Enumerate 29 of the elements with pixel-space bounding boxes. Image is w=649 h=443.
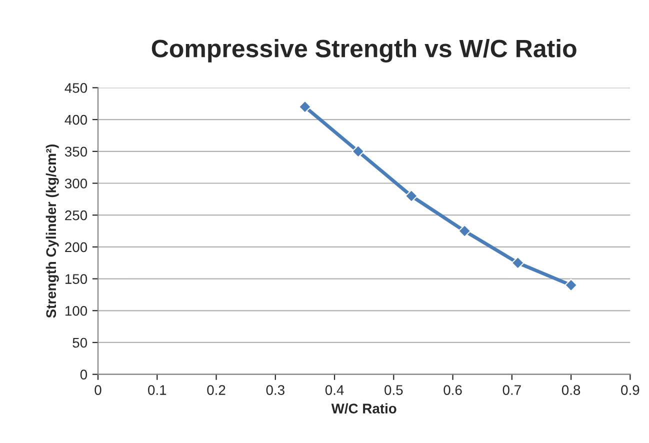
x-tick-label: 0.4 <box>325 385 344 395</box>
x-tick-label: 0.6 <box>444 385 462 395</box>
point <box>511 256 524 270</box>
y-tick-label: 0 <box>80 370 88 380</box>
chart-title: Compressive Strength vs W/C Ratio <box>152 39 576 62</box>
y-tick-label: 200 <box>65 242 88 252</box>
y-tick-label: 250 <box>65 210 88 220</box>
x-tick-label: 0.9 <box>621 385 640 395</box>
y-tick-label: 50 <box>72 338 88 348</box>
y-tick-label: 350 <box>64 146 88 157</box>
y-tick-label: 400 <box>64 114 88 125</box>
x-tick-label: 0.8 <box>562 385 580 395</box>
point <box>352 144 365 158</box>
x-tick-label: 0.7 <box>502 385 521 395</box>
point <box>404 190 418 202</box>
x-tick-label: 0.2 <box>207 385 226 395</box>
x-tick-label: 0.3 <box>266 385 284 395</box>
point <box>298 100 312 114</box>
y-tick-label: 100 <box>65 306 88 316</box>
y-tick-label: 450 <box>64 83 88 93</box>
x-tick-label: 0.1 <box>148 385 166 395</box>
y-axis-title: Strength Cylinder (kg/cm²) <box>46 144 59 318</box>
y-tick-label: 150 <box>65 274 88 284</box>
x-tick-label: 0 <box>94 385 102 395</box>
point <box>458 224 472 238</box>
x-axis-title: W/C Ratio <box>331 403 396 414</box>
x-tick-label: 0.5 <box>384 385 403 395</box>
y-tick-label: 300 <box>64 178 88 188</box>
point <box>564 278 578 292</box>
